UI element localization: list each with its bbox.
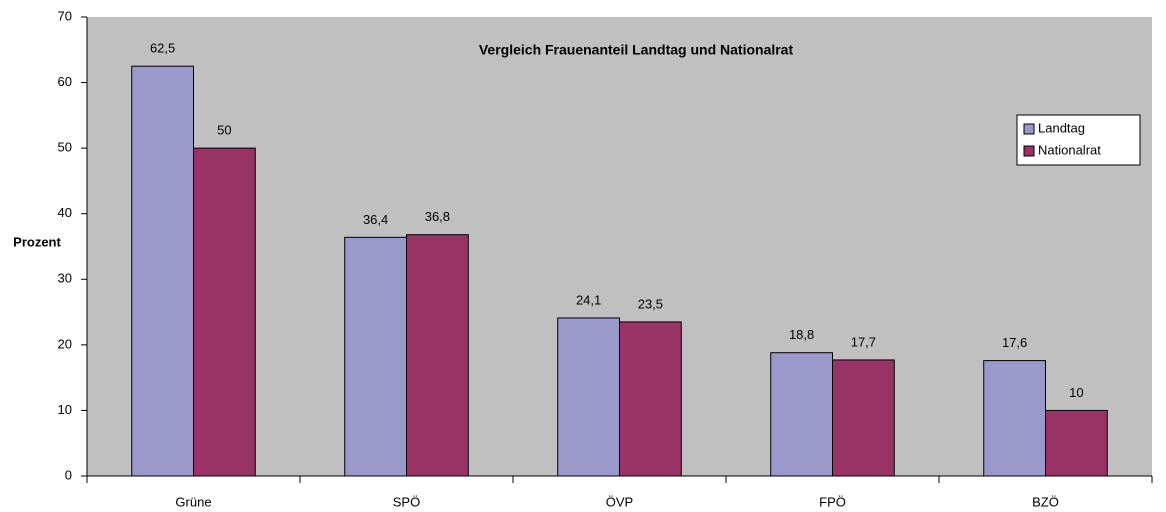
legend-swatch (1023, 123, 1035, 135)
bar (193, 147, 256, 477)
value-label: 17,6 (1002, 335, 1027, 350)
y-tick-label: 0 (65, 467, 72, 482)
bar (406, 234, 469, 477)
legend-label: Nationalrat (1038, 142, 1101, 157)
legend-label: Landtag (1038, 120, 1085, 135)
y-tick-label: 20 (58, 336, 72, 351)
legend (1016, 114, 1141, 166)
value-label: 62,5 (150, 41, 175, 56)
x-tick-label: SPÖ (393, 494, 420, 509)
bar (832, 359, 895, 477)
value-label: 24,1 (576, 292, 601, 307)
value-label: 10 (1069, 385, 1083, 400)
y-tick-label: 60 (58, 74, 72, 89)
x-tick-label: BZÖ (1032, 494, 1059, 509)
y-axis-label: Prozent (13, 234, 61, 249)
value-label: 18,8 (789, 327, 814, 342)
value-label: 36,4 (363, 212, 388, 227)
value-label: 17,7 (851, 334, 876, 349)
bar (770, 352, 833, 477)
chart-title: Vergleich Frauenanteil Landtag und Natio… (479, 42, 794, 58)
value-label: 36,8 (425, 209, 450, 224)
x-tick-label: Grüne (175, 494, 211, 509)
x-tick-label: ÖVP (606, 494, 633, 509)
y-tick-label: 50 (58, 140, 72, 155)
y-tick-label: 10 (58, 402, 72, 417)
value-label: 23,5 (638, 296, 663, 311)
bar (619, 321, 682, 477)
bar (131, 65, 194, 477)
bar (557, 317, 620, 477)
legend-swatch (1023, 145, 1035, 157)
y-tick-label: 40 (58, 205, 72, 220)
y-tick-label: 70 (58, 8, 72, 23)
x-tick-label: FPÖ (819, 494, 846, 509)
bar (1045, 409, 1108, 477)
bar (983, 360, 1046, 477)
bar (344, 236, 408, 477)
value-label: 50 (217, 123, 231, 138)
y-tick-label: 30 (58, 271, 72, 286)
